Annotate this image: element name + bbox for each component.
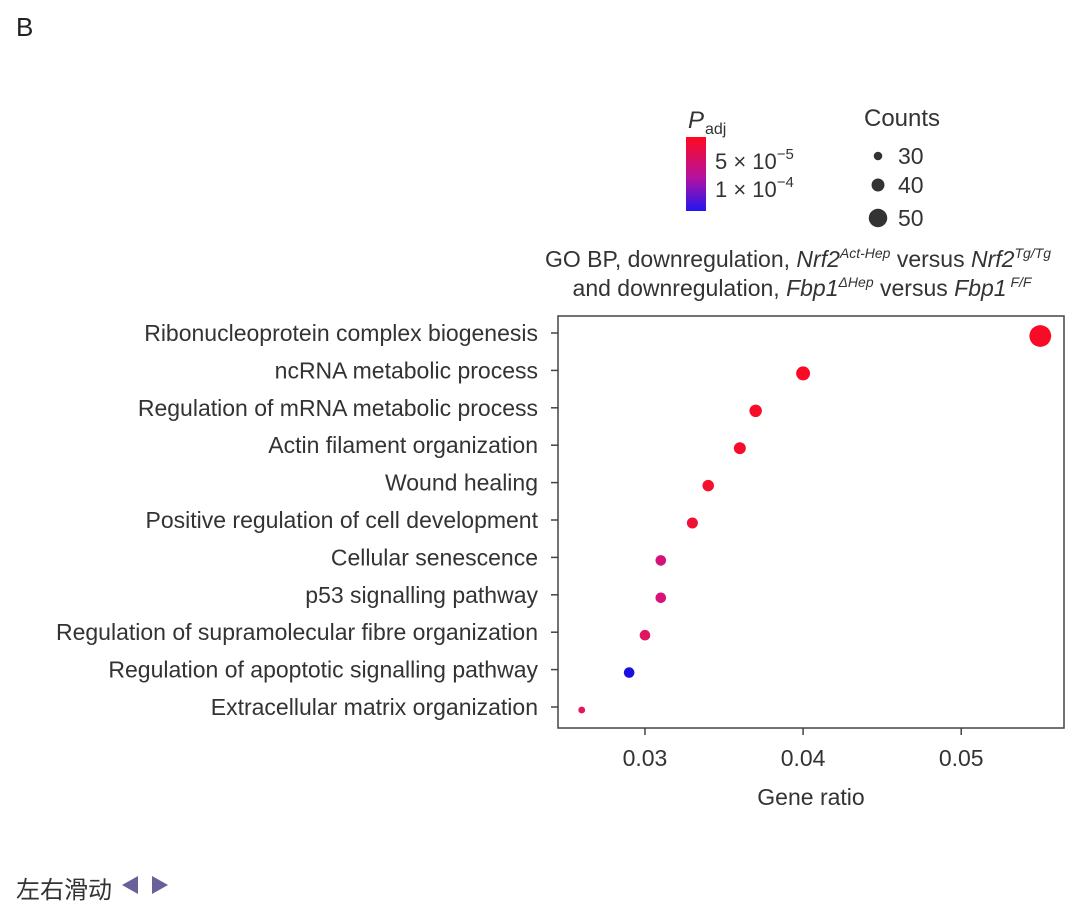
title-segment: Fbp1 [786,275,838,301]
data-point [733,442,746,455]
chart-title-line-2: and downregulation, Fbp1ΔHep versus Fbp1… [573,274,1033,301]
data-point [1029,325,1052,347]
y-tick-label: ncRNA metabolic process [275,357,538,383]
y-tick-label: Ribonucleoprotein complex biogenesis [144,320,538,346]
legend-padj-label: 5 × 10−5 [715,146,794,174]
title-segment: Fbp1 [954,275,1006,301]
chart-title-line-1: GO BP, downregulation, Nrf2Act-Hep versu… [545,245,1051,272]
y-tick-label: Regulation of apoptotic signalling pathw… [108,657,538,683]
data-points [578,325,1052,714]
legend-counts-label: 50 [898,205,924,231]
y-tick-label: Extracellular matrix organization [211,694,538,720]
title-segment: Tg/Tg [1014,245,1051,261]
data-point [655,592,667,604]
y-tick-label: Actin filament organization [268,432,538,458]
data-point [686,517,698,529]
dot-plot-chart: P adj 5 × 10−51 × 10−4 Counts 30 40 50 GO … [56,105,1065,810]
title-segment: GO BP, downregulation, [545,246,796,272]
legend-counts-dot [873,151,883,161]
title-segment: F/F [1007,274,1033,290]
arrow-left-icon [122,875,138,894]
y-tick-label: Regulation of supramolecular fibre organ… [56,619,538,645]
title-segment: Nrf2 [796,246,840,272]
legend-counts-label: 30 [898,143,924,169]
data-point [578,706,586,714]
scroll-left-arrow[interactable] [118,873,142,903]
legend-counts: Counts 30 40 50 [864,105,940,231]
x-tick-label: 0.03 [623,745,668,771]
x-tick-label: 0.04 [781,745,826,771]
data-point [639,629,651,641]
legend-counts-dot [871,178,885,192]
data-point [655,555,667,566]
y-tick-label: Positive regulation of cell development [145,507,538,533]
data-point [623,667,635,678]
title-segment: Act-Hep [839,245,891,261]
y-axis: Ribonucleoprotein complex biogenesis ncRN… [56,320,558,720]
legend-padj-title-sub: adj [705,121,726,138]
title-segment: versus [874,275,955,301]
data-point [796,366,811,381]
y-tick-label: p53 signalling pathway [305,582,538,608]
legend-padj-title: P [688,107,704,134]
y-tick-label: Cellular senescence [331,544,538,570]
data-point [749,404,762,418]
legend-padj-label: 1 × 10−4 [715,174,794,202]
title-segment: ΔHep [838,274,874,290]
legend-counts-title: Counts [864,105,940,132]
panel-label: B [16,12,34,42]
legend-padj-colorbar [686,137,706,211]
data-point [702,479,714,492]
legend-counts-dot [868,208,888,228]
legend-padj: P adj 5 × 10−51 × 10−4 [686,107,794,211]
title-segment: and downregulation, [573,275,787,301]
x-axis-label: Gene ratio [757,784,864,810]
x-axis: 0.03 0.04 0.05 [623,728,984,771]
scroll-right-arrow[interactable] [148,873,172,903]
swipe-hint-text: 左右滑动 [16,876,112,904]
y-tick-label: Wound healing [385,470,538,496]
plot-panel [557,315,1065,729]
swipe-hint: 左右滑动 [16,870,172,905]
y-tick-label: Regulation of mRNA metabolic process [138,395,538,421]
title-segment: Nrf2 [971,246,1015,272]
x-tick-label: 0.05 [939,745,984,771]
arrow-right-icon [152,875,168,894]
legend-counts-label: 40 [898,172,924,198]
title-segment: versus [890,246,971,272]
